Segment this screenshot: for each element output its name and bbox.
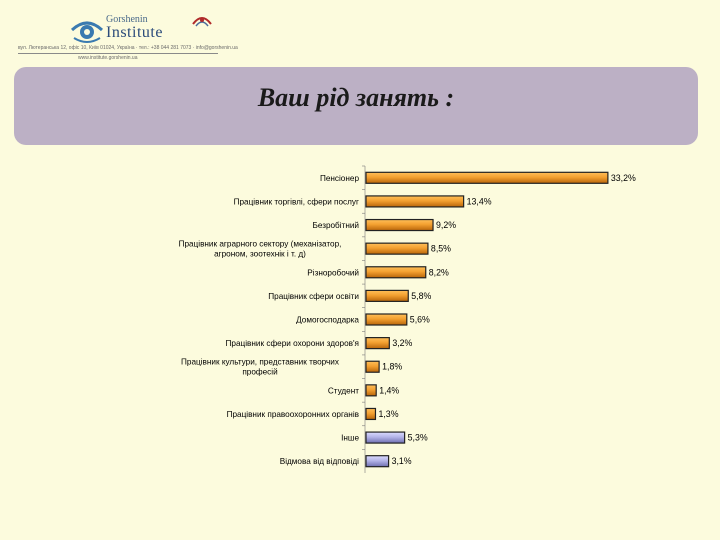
partner-logo-icon (192, 17, 212, 27)
gorshenin-logo[interactable]: Gorshenin Institute (70, 8, 163, 48)
category-label: Працівник сфери охорони здоров'я (226, 339, 359, 348)
data-label: 1,4% (379, 385, 399, 395)
data-label: 5,3% (408, 433, 428, 443)
bar (365, 360, 380, 373)
data-label: 3,1% (392, 456, 412, 466)
contact-info: вул. Лютеранська 12, офіс 10, Київ 01024… (18, 45, 238, 51)
data-label: 8,2% (429, 267, 449, 277)
logo-top-text: Gorshenin (106, 14, 148, 25)
page-title: Ваш рід занять : (257, 83, 455, 112)
category-label: Різноробочий (307, 268, 359, 277)
category-label: Працівник сфери освіти (268, 292, 359, 301)
bar (365, 195, 465, 208)
website-link[interactable]: www.institute.gorshenin.ua (78, 55, 138, 61)
data-label: 1,8% (382, 362, 402, 372)
category-label: Працівник правоохоронних органів (227, 410, 359, 419)
eye-icon (70, 21, 104, 43)
category-label: Студент (328, 386, 359, 395)
category-label: Працівник аграрного сектору (механізатор… (179, 240, 342, 259)
bar (365, 266, 427, 279)
category-label: Інше (341, 434, 359, 443)
bar (365, 337, 390, 350)
bar (365, 455, 390, 468)
bar (365, 289, 409, 302)
header: Gorshenin Institute вул. Лютеранська 12,… (0, 0, 720, 70)
category-label: Безробітний (312, 221, 359, 230)
data-label: 13,4% (467, 196, 492, 206)
bar (365, 242, 429, 255)
logo-main-text: Institute (106, 24, 163, 41)
category-label: Пенсіонер (320, 174, 360, 183)
bar (365, 171, 609, 184)
data-label: 8,5% (431, 244, 451, 254)
title-banner: Ваш рід занять : (14, 67, 698, 145)
data-label: 3,2% (392, 338, 412, 348)
data-label: 5,6% (410, 315, 430, 325)
data-label: 5,8% (411, 291, 431, 301)
data-label: 33,2% (611, 173, 636, 183)
bar (365, 218, 434, 232)
bar (365, 384, 377, 397)
category-label: Домогосподарка (296, 316, 359, 325)
category-label: Працівник культури, представник творчих п… (181, 358, 339, 377)
bar (365, 407, 377, 421)
divider (18, 53, 218, 54)
bar (365, 313, 408, 326)
category-label: Працівник торгівлі, сфери послуг (234, 197, 359, 206)
data-label: 1,3% (378, 409, 398, 419)
bar (365, 431, 406, 444)
category-label: Відмова від відповіді (280, 457, 359, 466)
data-label: 9,2% (436, 220, 456, 230)
